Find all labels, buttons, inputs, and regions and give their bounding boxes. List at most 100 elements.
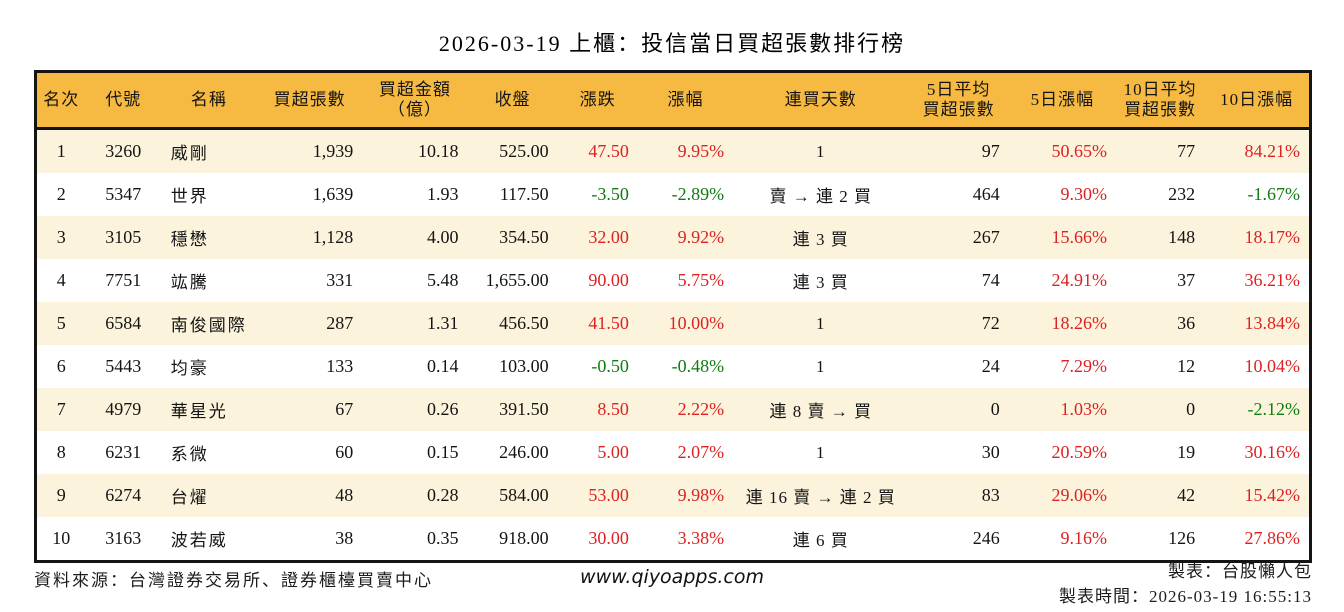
cell-consecutive-days: 1 [816,356,826,376]
cell-net-buy-amount: 5.48 [426,270,459,290]
cell-change-pct: -0.48% [671,356,725,376]
cell-rank: 7 [56,399,66,419]
cell-pct10: 10.04% [1244,356,1301,376]
cell-change-pct: 5.75% [677,270,725,290]
cell-change: 8.50 [597,399,629,419]
cell-consecutive-days: 1 [816,141,826,161]
cell-pct5: 50.65% [1051,141,1107,161]
cell-avg5-volume: 24 [981,356,1000,376]
cell-consecutive-days: 1 [816,442,826,462]
cell-avg5-volume: 74 [981,270,1000,290]
cell-code: 3260 [105,141,142,161]
cell-name: 台燿 [170,488,209,507]
cell-net-buy-amount: 10.18 [417,141,459,161]
cell-name: 世界 [170,187,209,206]
column-header-close: 收盤 [467,71,558,130]
cell-net-buy-amount: 0.14 [426,356,459,376]
column-header-change-pct: 漲幅 [637,71,734,130]
cell-net-buy-amount: 1.31 [426,313,459,333]
cell-avg5-volume: 83 [981,485,1000,505]
table-row: 2 5347 世界 1,639 1.93 117.50 -3.50 -2.89% 賣 → 連 2… [35,173,1311,216]
cell-pct5: 24.91% [1051,270,1107,290]
cell-close: 525.00 [499,141,549,161]
author-label: 製表：台股懶人包 [1168,562,1312,581]
cell-change-pct: 9.95% [677,141,725,161]
cell-net-buy-volume: 67 [335,399,354,419]
cell-pct10: 13.84% [1244,313,1301,333]
cell-consecutive-days: 1 [816,313,826,333]
cell-rank: 6 [56,356,66,376]
cell-avg10-volume: 42 [1177,485,1196,505]
cell-avg10-volume: 77 [1177,141,1196,161]
cell-avg10-volume: 0 [1186,399,1196,419]
cell-avg10-volume: 19 [1177,442,1196,462]
cell-rank: 4 [56,270,66,290]
column-header-consecutive-days: 連買天數 [733,71,909,130]
cell-pct10: 30.16% [1244,442,1301,462]
cell-net-buy-amount: 0.35 [426,528,459,548]
cell-net-buy-volume: 1,128 [312,227,354,247]
cell-close: 103.00 [499,356,549,376]
cell-avg5-volume: 464 [972,184,1000,204]
cell-code: 6231 [105,442,142,462]
column-header-pct5: 5日漲幅 [1008,71,1116,130]
cell-code: 3163 [105,528,142,548]
cell-change: -3.50 [591,184,629,204]
cell-net-buy-amount: 0.26 [426,399,459,419]
cell-avg5-volume: 30 [981,442,1000,462]
cell-net-buy-volume: 60 [335,442,354,462]
cell-code: 7751 [105,270,142,290]
cell-rank: 3 [56,227,66,247]
cell-change: 5.00 [597,442,629,462]
cell-code: 5347 [105,184,142,204]
cell-pct10: 36.21% [1244,270,1301,290]
cell-code: 4979 [105,399,142,419]
cell-close: 456.50 [499,313,549,333]
cell-code: 3105 [105,227,142,247]
table-row: 6 5443 均豪 133 0.14 103.00 -0.50 -0.48% 1 24 7.29% 1… [35,345,1311,388]
column-header-avg5-volume: 5日平均 買超張數 [908,71,1009,130]
cell-change-pct: -2.89% [671,184,725,204]
table-row: 10 3163 波若威 38 0.35 918.00 30.00 3.38% 連 6 買 246 9… [35,517,1311,562]
column-header-name: 名稱 [160,71,257,130]
cell-consecutive-days: 連 6 買 [792,531,849,550]
cell-change: 90.00 [588,270,629,290]
cell-net-buy-volume: 331 [326,270,354,290]
cell-rank: 9 [56,485,66,505]
timestamp-label: 製表時間：2026-03-19 16:55:13 [1058,586,1312,606]
cell-change-pct: 9.98% [677,485,725,505]
cell-rank: 1 [56,141,66,161]
cell-consecutive-days: 連 16 賣 → 連 2 買 [745,488,896,507]
table-row: 7 4979 華星光 67 0.26 391.50 8.50 2.22% 連 8 賣 → 買 0 1… [35,388,1311,431]
cell-pct5: 29.06% [1051,485,1107,505]
cell-pct10: 84.21% [1244,141,1301,161]
table-row: 3 3105 穩懋 1,128 4.00 354.50 32.00 9.92% 連 3 買 267… [35,216,1311,259]
cell-change-pct: 9.92% [677,227,725,247]
column-header-pct10: 10日漲幅 [1204,71,1311,130]
data-source-note: 資料來源：台灣證券交易所、證券櫃檯買賣中心 [34,571,433,590]
cell-consecutive-days: 連 3 買 [792,230,849,249]
cell-close: 246.00 [499,442,549,462]
cell-rank: 2 [56,184,66,204]
cell-avg10-volume: 12 [1177,356,1196,376]
cell-code: 6584 [105,313,142,333]
table-row: 4 7751 竑騰 331 5.48 1,655.00 90.00 5.75% 連 3 買 74 2… [35,259,1311,302]
cell-avg10-volume: 37 [1177,270,1196,290]
cell-pct10: -1.67% [1247,184,1301,204]
cell-pct5: 15.66% [1051,227,1107,247]
cell-rank: 8 [56,442,66,462]
column-header-rank: 名次 [35,71,86,130]
cell-pct5: 1.03% [1060,399,1107,419]
cell-avg10-volume: 36 [1177,313,1196,333]
cell-pct10: 18.17% [1244,227,1301,247]
cell-avg10-volume: 148 [1168,227,1196,247]
table-row: 9 6274 台燿 48 0.28 584.00 53.00 9.98% 連 16 賣 → 連 … [35,474,1311,517]
cell-avg5-volume: 97 [981,141,1000,161]
cell-net-buy-volume: 48 [335,485,354,505]
cell-pct10: -2.12% [1247,399,1301,419]
table-row: 8 6231 系微 60 0.15 246.00 5.00 2.07% 1 30 20.59% 19 3… [35,431,1311,474]
cell-rank: 10 [52,528,71,548]
website-label: www.qiyoapps.com [580,566,764,588]
credits-block: 製表：台股懶人包 製表時間：2026-03-19 16:55:13 [1059,560,1312,609]
